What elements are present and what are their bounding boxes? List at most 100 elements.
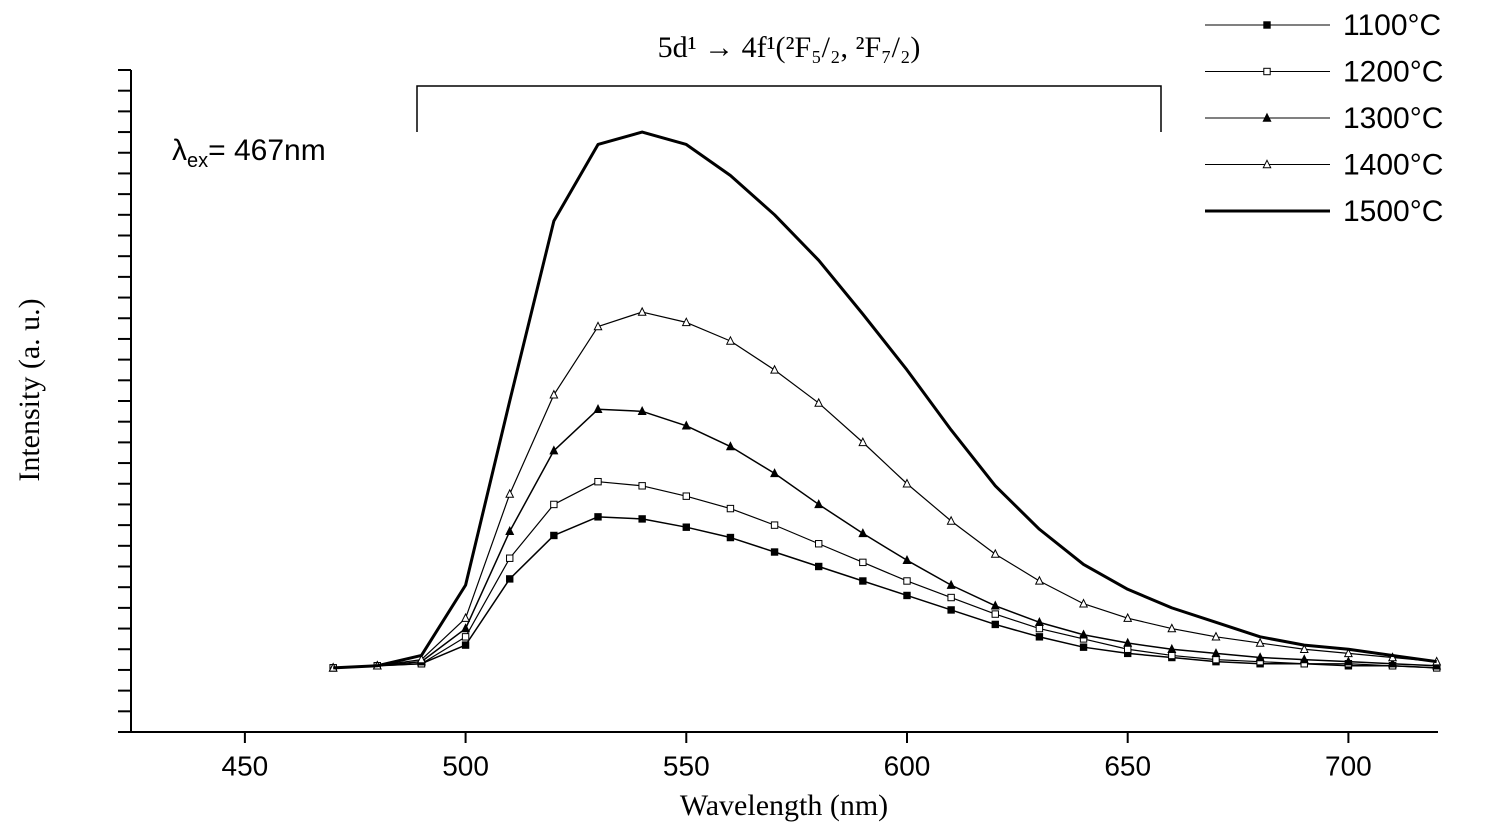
marker — [1299, 654, 1309, 664]
marker — [682, 523, 690, 531]
marker — [770, 521, 779, 529]
marker — [991, 620, 999, 629]
legend-label: 1100°C — [1343, 9, 1441, 42]
marker — [638, 482, 646, 490]
marker — [550, 531, 558, 540]
marker — [946, 579, 956, 589]
series-line — [333, 516, 1437, 669]
marker — [637, 406, 647, 416]
series-line — [333, 311, 1437, 669]
marker — [1079, 643, 1088, 651]
marker — [902, 478, 912, 488]
legend-label: 1400°C — [1343, 148, 1443, 181]
marker — [1255, 652, 1265, 662]
marker — [681, 420, 691, 430]
marker — [858, 528, 868, 538]
marker — [1035, 633, 1044, 641]
marker — [946, 515, 956, 525]
marker — [681, 317, 691, 327]
x-tick-label: 450 — [222, 750, 269, 781]
marker — [1263, 67, 1271, 76]
marker — [1123, 612, 1133, 622]
marker — [902, 554, 912, 564]
marker — [1343, 648, 1353, 658]
marker — [1343, 656, 1353, 666]
marker — [505, 488, 515, 498]
marker — [416, 654, 426, 664]
marker — [461, 612, 471, 622]
series-line — [333, 408, 1437, 669]
marker — [594, 477, 602, 486]
marker — [1388, 658, 1398, 668]
series — [329, 513, 1441, 672]
legend-label: 1300°C — [1343, 102, 1443, 135]
excitation-symbol: λ — [172, 134, 187, 167]
marker — [859, 558, 867, 567]
marker — [1034, 617, 1044, 627]
legend-label: 1500°C — [1343, 195, 1443, 228]
marker — [725, 441, 735, 451]
series-line — [333, 130, 1437, 670]
marker — [461, 623, 471, 633]
marker — [638, 515, 646, 523]
series — [328, 403, 1442, 672]
marker — [594, 513, 602, 521]
marker — [1212, 655, 1220, 664]
marker — [770, 468, 780, 478]
x-tick-label: 550 — [663, 750, 710, 781]
series-line — [333, 481, 1437, 669]
marker — [1211, 648, 1221, 658]
marker — [1034, 575, 1044, 585]
marker — [990, 548, 1000, 558]
marker — [859, 577, 867, 585]
marker — [815, 562, 823, 571]
marker — [903, 577, 911, 585]
marker — [593, 403, 603, 413]
marker — [814, 499, 824, 509]
excitation-label: λex= 467nm — [172, 134, 326, 172]
marker — [549, 445, 559, 455]
marker — [1123, 645, 1132, 653]
marker — [506, 575, 514, 583]
marker — [1167, 643, 1177, 653]
marker — [1167, 623, 1177, 633]
marker — [461, 633, 470, 641]
marker — [593, 321, 603, 331]
marker — [726, 533, 735, 542]
marker — [1299, 643, 1309, 653]
annotation: 5d¹ → 4f¹(²F₅/₂, ²F₇/₂) — [658, 31, 921, 64]
marker — [815, 540, 823, 548]
marker — [505, 526, 515, 536]
marker — [682, 492, 690, 500]
series — [329, 477, 1441, 672]
marker — [461, 641, 470, 649]
x-tick-label: 500 — [442, 750, 489, 781]
x-tick-label: 600 — [884, 750, 931, 781]
excitation-text: = 467nm — [208, 134, 326, 167]
marker — [1123, 637, 1133, 647]
excitation-sub: ex — [187, 150, 208, 172]
x-tick-label: 650 — [1104, 750, 1151, 781]
marker — [903, 591, 911, 600]
marker — [991, 610, 999, 618]
marker — [1211, 631, 1221, 641]
marker — [990, 600, 1000, 610]
marker — [947, 593, 955, 602]
marker — [725, 335, 735, 345]
marker — [726, 504, 735, 513]
marker — [1079, 629, 1089, 639]
marker — [947, 606, 955, 614]
marker — [814, 397, 824, 407]
marker — [1168, 651, 1176, 660]
legend-label: 1200°C — [1343, 55, 1443, 88]
marker — [1035, 624, 1044, 633]
marker — [1262, 159, 1272, 169]
marker — [770, 364, 780, 374]
x-axis-label: Wavelength (nm) — [680, 789, 888, 822]
marker — [1262, 112, 1272, 122]
marker — [858, 437, 868, 447]
marker — [1263, 21, 1271, 29]
marker — [637, 306, 647, 316]
